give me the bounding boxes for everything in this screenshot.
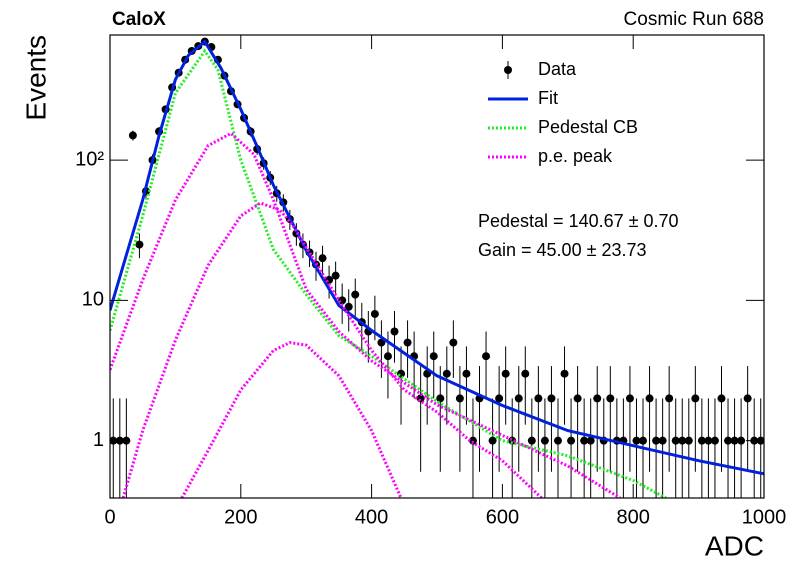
pe-curve bbox=[121, 201, 543, 498]
data-point bbox=[397, 369, 406, 378]
data-point bbox=[521, 369, 530, 378]
data-point bbox=[128, 131, 137, 140]
data-point bbox=[318, 254, 327, 263]
x-tick-label: 400 bbox=[355, 506, 388, 528]
data-point bbox=[331, 271, 340, 280]
data-point bbox=[540, 436, 549, 445]
data-point bbox=[462, 369, 471, 378]
data-point bbox=[338, 296, 347, 305]
data-point bbox=[697, 436, 706, 445]
fit-curve bbox=[110, 39, 764, 476]
data-point bbox=[482, 352, 491, 361]
data-point bbox=[403, 338, 412, 347]
x-tick-label: 600 bbox=[486, 506, 519, 528]
data-point bbox=[436, 394, 445, 403]
data-point bbox=[737, 436, 746, 445]
x-tick-label: 800 bbox=[617, 506, 650, 528]
data-point bbox=[455, 394, 464, 403]
annotation: Pedestal = 140.67 ± 0.70 bbox=[478, 211, 679, 231]
data-point bbox=[704, 436, 713, 445]
data-point bbox=[429, 352, 438, 361]
data-point bbox=[658, 436, 667, 445]
y-axis-label: Events bbox=[20, 35, 51, 121]
data-point bbox=[684, 436, 693, 445]
data-point bbox=[606, 394, 615, 403]
data-point bbox=[691, 394, 700, 403]
frame bbox=[109, 34, 765, 499]
data-point bbox=[665, 394, 674, 403]
data-point bbox=[632, 436, 641, 445]
data-point bbox=[743, 394, 752, 403]
chart-subtitle: Cosmic Run 688 bbox=[624, 9, 764, 30]
data-point bbox=[501, 369, 510, 378]
data-point bbox=[724, 436, 733, 445]
data-point bbox=[580, 436, 589, 445]
y-tick-label: 10² bbox=[75, 148, 104, 170]
y-tick-label: 10 bbox=[82, 289, 104, 311]
x-tick-label: 200 bbox=[224, 506, 257, 528]
legend-label: Fit bbox=[538, 88, 558, 108]
data-point bbox=[135, 240, 144, 249]
data-point bbox=[527, 436, 536, 445]
data-point bbox=[553, 436, 562, 445]
x-axis-label: ADC bbox=[705, 530, 764, 561]
data-point bbox=[645, 394, 654, 403]
pe-curve bbox=[180, 341, 403, 498]
legend-label: p.e. peak bbox=[538, 146, 613, 166]
data-point bbox=[488, 436, 497, 445]
data-point bbox=[560, 369, 569, 378]
data-point bbox=[390, 327, 399, 336]
data-point bbox=[442, 369, 451, 378]
x-tick-label: 1000 bbox=[742, 506, 787, 528]
data-point bbox=[514, 394, 523, 403]
data-point bbox=[534, 394, 543, 403]
data-point bbox=[730, 436, 739, 445]
data-point bbox=[344, 302, 353, 311]
data-point bbox=[573, 394, 582, 403]
data-point bbox=[710, 436, 719, 445]
chart-title: CaloX bbox=[112, 9, 166, 30]
data-point bbox=[652, 436, 661, 445]
data-point bbox=[671, 436, 680, 445]
y-tick-label: 1 bbox=[93, 429, 104, 451]
legend-label: Pedestal CB bbox=[538, 117, 638, 137]
legend-marker bbox=[504, 66, 512, 74]
data-point bbox=[370, 309, 379, 318]
pe-curve bbox=[110, 131, 621, 498]
data-point bbox=[625, 394, 634, 403]
data-point bbox=[547, 394, 556, 403]
data-point bbox=[495, 394, 504, 403]
data-point bbox=[449, 338, 458, 347]
legend-label: Data bbox=[538, 59, 577, 79]
data-point bbox=[383, 352, 392, 361]
data-point bbox=[377, 338, 386, 347]
data-point bbox=[639, 436, 648, 445]
annotation: Gain = 45.00 ± 23.73 bbox=[478, 240, 647, 260]
data-point bbox=[567, 436, 576, 445]
data-point bbox=[468, 436, 477, 445]
plot-area bbox=[110, 37, 764, 498]
data-point bbox=[593, 394, 602, 403]
fit-curve bbox=[110, 48, 667, 498]
data-point bbox=[678, 436, 687, 445]
data-point bbox=[351, 290, 360, 299]
data-point bbox=[586, 436, 595, 445]
data-point bbox=[717, 394, 726, 403]
x-tick-label: 0 bbox=[104, 506, 115, 528]
